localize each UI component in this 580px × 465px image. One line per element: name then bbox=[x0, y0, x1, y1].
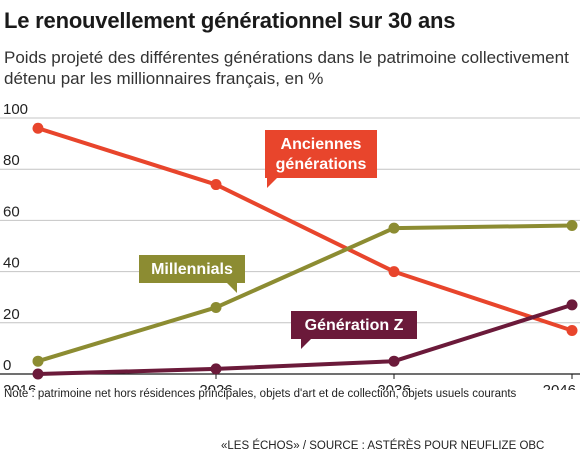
y-tick-label: 40 bbox=[3, 255, 20, 272]
data-point bbox=[210, 363, 222, 375]
series-label-text: générations bbox=[276, 156, 367, 173]
data-point bbox=[210, 179, 222, 191]
y-tick-label: 0 bbox=[3, 357, 11, 374]
footnote: Note : patrimoine net hors résidences pr… bbox=[4, 388, 517, 400]
chart-subtitle: Poids projeté des différentes génération… bbox=[4, 48, 569, 88]
data-point bbox=[32, 355, 44, 367]
data-point bbox=[566, 299, 578, 311]
series-label: Millennials bbox=[139, 255, 245, 293]
series-label-text: Génération Z bbox=[305, 317, 404, 334]
source-credit: «LES ÉCHOS» / SOURCE : ASTÉRÈS POUR NEUF… bbox=[221, 440, 545, 452]
series-label-text: Anciennes bbox=[281, 136, 362, 153]
series-label-box bbox=[139, 255, 245, 283]
data-point bbox=[32, 122, 44, 134]
x-tick-label: 2036 bbox=[377, 382, 410, 390]
y-tick-label: 100 bbox=[3, 101, 28, 118]
series-line bbox=[37, 302, 573, 376]
data-point bbox=[388, 266, 400, 278]
data-point bbox=[566, 324, 578, 336]
series-line bbox=[37, 223, 573, 364]
data-point bbox=[566, 220, 578, 232]
series-label-box bbox=[291, 311, 417, 339]
series-label-box bbox=[265, 130, 377, 178]
series-label: Génération Z bbox=[291, 311, 417, 349]
y-tick-label: 80 bbox=[3, 152, 20, 169]
series-label-pointer bbox=[227, 283, 237, 293]
y-tick-label: 20 bbox=[3, 306, 20, 323]
series-label: Anciennes générations bbox=[265, 130, 377, 188]
x-tick-label: 2026 bbox=[199, 382, 232, 390]
line-chart: 0 20 40 60 80 100 2016 2026 2036 2046 Anciennes gén… bbox=[0, 101, 580, 390]
data-point bbox=[210, 301, 222, 313]
y-tick-label: 60 bbox=[3, 203, 20, 220]
chart-title: Le renouvellement générationnel sur 30 a… bbox=[4, 8, 456, 33]
series-label-pointer bbox=[267, 178, 277, 188]
series-label-text: Millennials bbox=[151, 261, 233, 278]
series-label-pointer bbox=[301, 339, 311, 349]
data-point bbox=[388, 222, 400, 234]
series-line bbox=[37, 126, 573, 333]
data-point bbox=[32, 368, 44, 380]
x-tick-label: 2016 bbox=[3, 382, 36, 390]
x-tick-label: 2046 bbox=[543, 382, 576, 390]
data-point bbox=[388, 355, 400, 367]
